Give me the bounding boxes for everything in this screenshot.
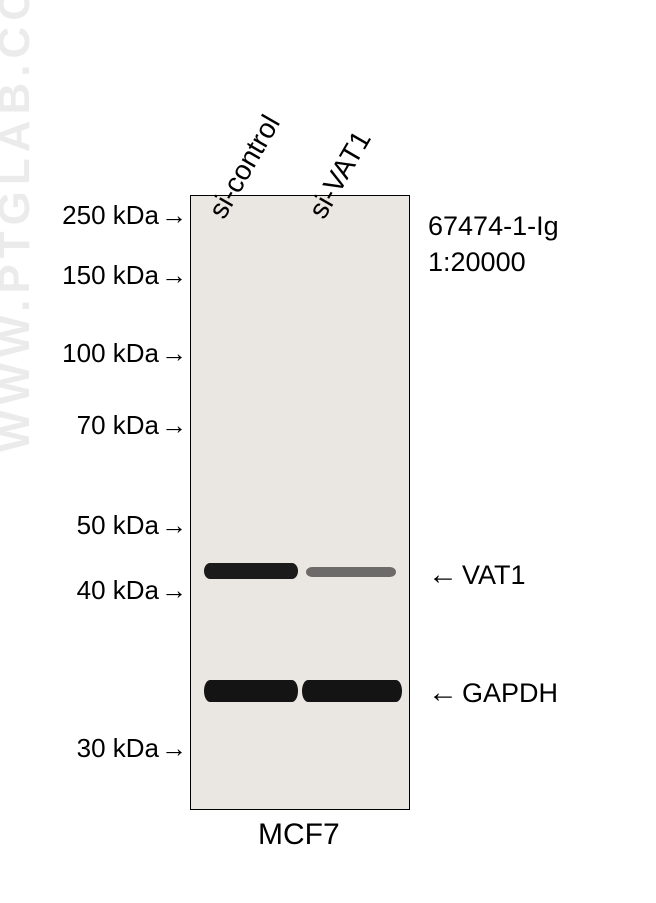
figure-container: WWW.PTGLAB.COM 250 kDa→150 kDa→100 kDa→7…	[0, 0, 656, 903]
western-band	[306, 567, 396, 577]
arrow-left-icon: ←	[428, 676, 458, 709]
ladder-text: 250 kDa	[62, 200, 159, 230]
band-label-text: GAPDH	[462, 678, 558, 708]
ladder-marker: 100 kDa→	[62, 338, 187, 369]
arrow-right-icon: →	[161, 410, 187, 441]
ladder-text: 50 kDa	[77, 510, 159, 540]
antibody-id: 67474-1-Ig	[428, 208, 559, 244]
ladder-marker: 150 kDa→	[62, 260, 187, 291]
ladder-text: 150 kDa	[62, 260, 159, 290]
antibody-annotation: 67474-1-Ig 1:20000	[428, 208, 559, 281]
watermark-text: WWW.PTGLAB.COM	[0, 0, 40, 452]
band-label-text: VAT1	[462, 560, 526, 590]
antibody-dilution: 1:20000	[428, 244, 559, 280]
arrow-left-icon: ←	[428, 558, 458, 591]
ladder-text: 100 kDa	[62, 338, 159, 368]
ladder-text: 40 kDa	[77, 575, 159, 605]
western-band	[204, 680, 298, 702]
blot-membrane	[190, 195, 410, 810]
ladder-text: 70 kDa	[77, 410, 159, 440]
ladder-marker: 40 kDa→	[77, 575, 187, 606]
arrow-right-icon: →	[161, 338, 187, 369]
ladder-marker: 250 kDa→	[62, 200, 187, 231]
western-band	[302, 680, 402, 702]
ladder-marker: 30 kDa→	[77, 733, 187, 764]
western-band	[204, 563, 298, 579]
arrow-right-icon: →	[161, 260, 187, 291]
arrow-right-icon: →	[161, 510, 187, 541]
band-label: ←GAPDH	[428, 676, 558, 710]
ladder-text: 30 kDa	[77, 733, 159, 763]
cell-line-label: MCF7	[258, 818, 340, 852]
arrow-right-icon: →	[161, 733, 187, 764]
band-label: ←VAT1	[428, 558, 526, 592]
arrow-right-icon: →	[161, 200, 187, 231]
ladder-marker: 50 kDa→	[77, 510, 187, 541]
ladder-marker: 70 kDa→	[77, 410, 187, 441]
arrow-right-icon: →	[161, 575, 187, 606]
